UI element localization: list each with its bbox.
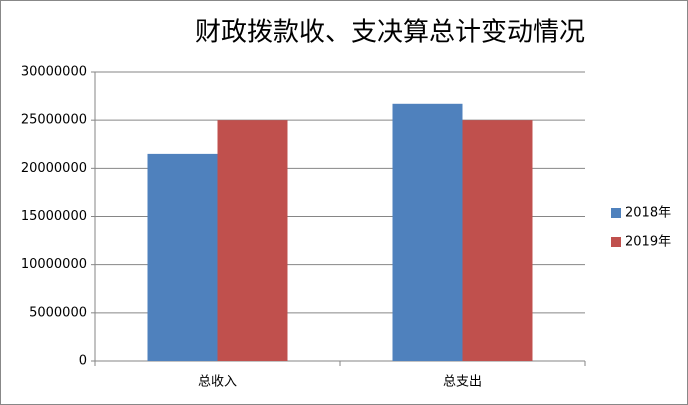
bar: [217, 120, 288, 362]
x-tick-label: 总支出: [443, 375, 482, 390]
legend-label: 2018年: [625, 206, 671, 221]
y-tick-label: 0: [79, 354, 87, 369]
legend-swatch: [611, 237, 621, 247]
chart-title: 财政拨款收、支决算总计变动情况: [195, 18, 585, 48]
y-tick-label: 30000000: [21, 65, 87, 80]
x-tick-label: 总收入: [198, 375, 237, 390]
bar: [147, 153, 218, 361]
y-tick-label: 15000000: [21, 209, 87, 224]
y-tick-label: 10000000: [21, 257, 87, 272]
y-tick-label: 5000000: [29, 305, 87, 320]
y-tick-label: 25000000: [21, 113, 87, 128]
bar: [462, 120, 533, 362]
legend-swatch: [611, 208, 621, 218]
y-tick-label: 20000000: [21, 161, 87, 176]
bar: [392, 103, 463, 361]
legend-label: 2019年: [625, 235, 671, 250]
